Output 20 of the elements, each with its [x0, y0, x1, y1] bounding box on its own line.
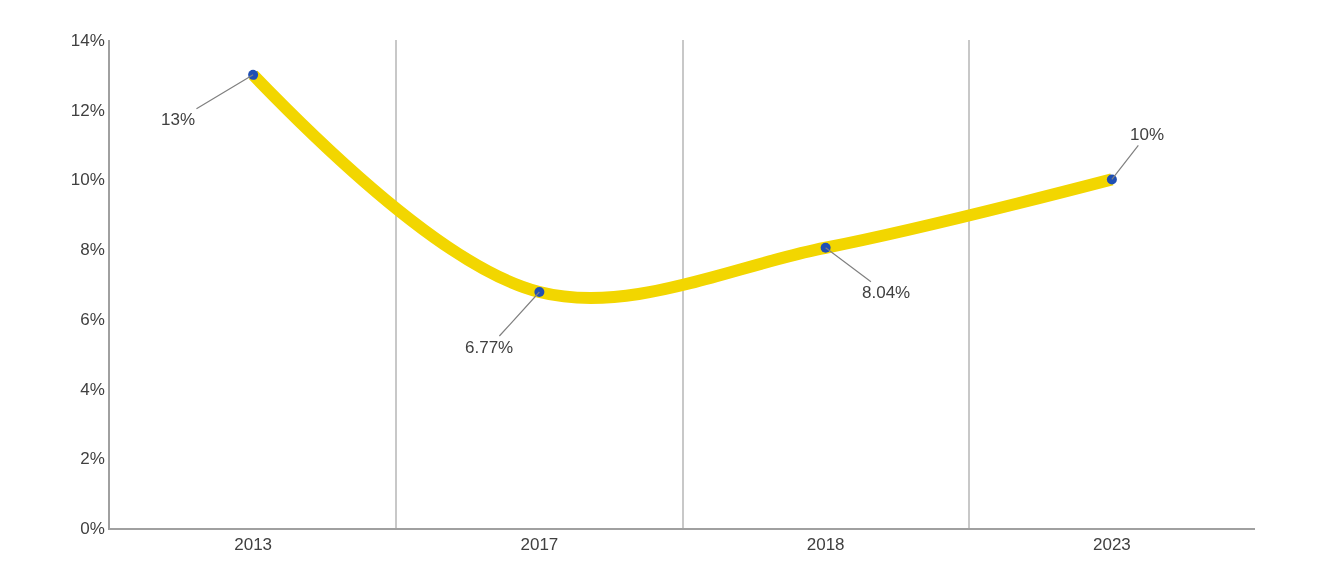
y-tick-label: 14% — [70, 30, 105, 50]
y-tick-label: 0% — [80, 518, 105, 538]
data-label: 6.77% — [465, 338, 514, 357]
y-tick-label: 2% — [80, 449, 105, 469]
point — [534, 287, 545, 298]
data-label: 13% — [161, 110, 196, 129]
y-tick-label: 4% — [80, 379, 105, 399]
x-tick-label: 2013 — [234, 535, 273, 555]
data-label: 8.04% — [862, 283, 911, 302]
x-tick-label: 2023 — [1092, 535, 1131, 555]
x-tick-label: 2018 — [806, 535, 845, 555]
y-tick-label: 6% — [80, 309, 105, 329]
x-tick-label: 2017 — [520, 535, 559, 555]
y-tick-label: 10% — [70, 170, 105, 190]
point — [1106, 174, 1117, 185]
point — [820, 242, 831, 253]
data-label: 10% — [1130, 125, 1165, 144]
y-tick-label: 12% — [70, 100, 105, 120]
y-tick-label: 8% — [80, 240, 105, 260]
point — [248, 69, 259, 80]
